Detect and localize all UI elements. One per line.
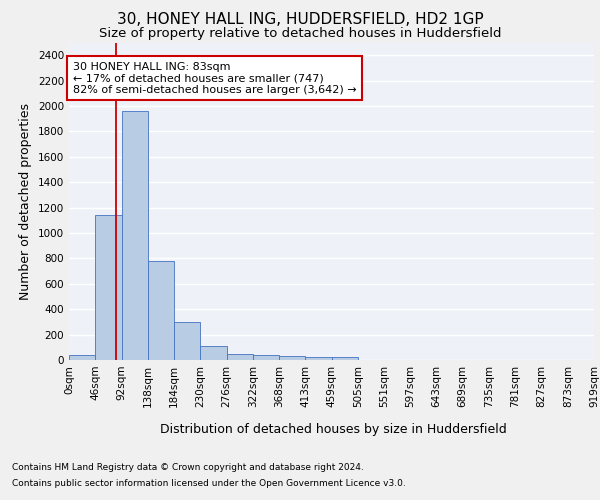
Bar	[148, 261, 174, 360]
Text: Distribution of detached houses by size in Huddersfield: Distribution of detached houses by size …	[160, 422, 506, 436]
Text: Contains HM Land Registry data © Crown copyright and database right 2024.: Contains HM Land Registry data © Crown c…	[12, 464, 364, 472]
Text: Contains public sector information licensed under the Open Government Licence v3: Contains public sector information licen…	[12, 478, 406, 488]
Bar	[121, 111, 148, 360]
Bar	[253, 355, 279, 360]
Bar	[331, 358, 358, 360]
Text: Size of property relative to detached houses in Huddersfield: Size of property relative to detached ho…	[99, 28, 501, 40]
Y-axis label: Number of detached properties: Number of detached properties	[19, 103, 32, 300]
Bar	[174, 322, 200, 360]
Text: 30, HONEY HALL ING, HUDDERSFIELD, HD2 1GP: 30, HONEY HALL ING, HUDDERSFIELD, HD2 1G…	[116, 12, 484, 28]
Bar	[95, 215, 121, 360]
Bar	[69, 355, 95, 360]
Bar	[227, 354, 253, 360]
Bar	[305, 358, 331, 360]
Bar	[200, 346, 227, 360]
Bar	[279, 356, 305, 360]
Text: 30 HONEY HALL ING: 83sqm
← 17% of detached houses are smaller (747)
82% of semi-: 30 HONEY HALL ING: 83sqm ← 17% of detach…	[73, 62, 356, 95]
